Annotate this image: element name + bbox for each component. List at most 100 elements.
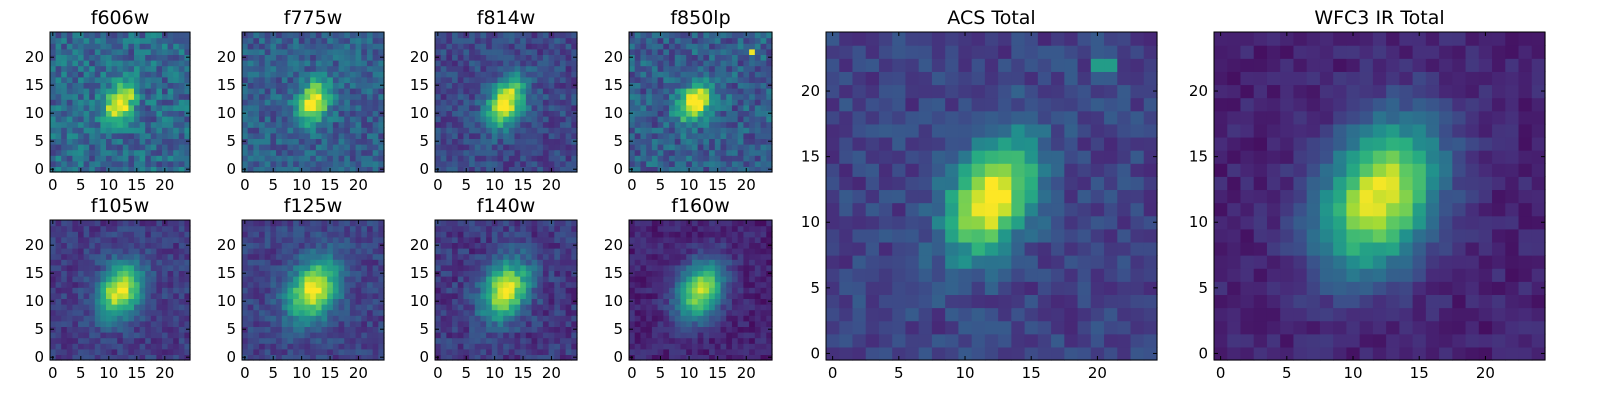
pixel bbox=[629, 287, 636, 294]
pixel bbox=[571, 348, 578, 355]
pixel bbox=[315, 326, 323, 333]
pixel bbox=[173, 88, 180, 95]
pixel bbox=[646, 292, 653, 299]
pixel bbox=[338, 144, 345, 151]
pixel bbox=[139, 99, 146, 106]
pixel bbox=[344, 259, 351, 266]
pixel bbox=[697, 326, 704, 333]
pixel bbox=[497, 76, 504, 83]
pixel bbox=[686, 71, 693, 78]
pixel bbox=[253, 160, 260, 167]
pixel bbox=[355, 298, 362, 305]
pixel bbox=[270, 259, 277, 266]
pixel bbox=[276, 160, 283, 167]
pixel bbox=[173, 149, 180, 156]
pixel bbox=[646, 76, 653, 83]
pixel bbox=[89, 54, 96, 61]
pixel bbox=[321, 37, 328, 44]
pixel bbox=[571, 281, 578, 288]
pixel bbox=[491, 315, 499, 322]
pixel bbox=[83, 225, 90, 232]
pixel bbox=[61, 144, 68, 151]
pixel bbox=[669, 127, 676, 134]
pixel bbox=[242, 236, 249, 243]
pixel bbox=[646, 138, 653, 145]
pixel bbox=[754, 292, 762, 299]
pixel bbox=[571, 116, 578, 123]
pixel bbox=[463, 54, 470, 61]
pixel bbox=[457, 93, 464, 100]
pixel bbox=[480, 37, 487, 44]
pixel bbox=[372, 138, 379, 145]
pixel bbox=[162, 270, 169, 277]
pixel bbox=[156, 93, 163, 100]
pixel bbox=[497, 144, 504, 151]
pixel bbox=[691, 149, 699, 156]
pixel bbox=[162, 99, 169, 106]
pixel bbox=[640, 304, 647, 311]
pixel bbox=[338, 82, 345, 89]
pixel bbox=[435, 343, 442, 350]
pixel bbox=[321, 127, 328, 134]
pixel bbox=[378, 65, 385, 72]
pixel bbox=[463, 65, 470, 72]
pixel bbox=[178, 138, 185, 145]
pixel bbox=[281, 281, 289, 288]
pixel bbox=[503, 71, 510, 78]
pixel bbox=[66, 348, 73, 355]
pixel bbox=[281, 71, 289, 78]
pixel bbox=[111, 166, 118, 173]
y-tick-label: 5 bbox=[419, 320, 429, 338]
pixel bbox=[571, 236, 578, 243]
pixel bbox=[491, 264, 499, 271]
pixel bbox=[253, 110, 260, 117]
pixel bbox=[106, 65, 113, 72]
pixel bbox=[111, 248, 118, 255]
pixel bbox=[338, 343, 345, 350]
pixel bbox=[276, 253, 283, 260]
pixel bbox=[691, 32, 699, 39]
pixel bbox=[452, 48, 459, 55]
pixel bbox=[134, 315, 141, 322]
pixel bbox=[680, 320, 687, 327]
pixel bbox=[83, 76, 90, 83]
pixel bbox=[703, 315, 710, 322]
pixel bbox=[634, 348, 642, 355]
pixel bbox=[55, 343, 62, 350]
pixel bbox=[78, 304, 85, 311]
pixel bbox=[686, 93, 693, 100]
pixel bbox=[287, 231, 294, 238]
pixel bbox=[463, 242, 470, 249]
pixel bbox=[184, 65, 191, 72]
pixel bbox=[270, 76, 277, 83]
pixel bbox=[663, 127, 670, 134]
pixel bbox=[247, 32, 254, 39]
pixel bbox=[480, 138, 487, 145]
pixel bbox=[355, 242, 362, 249]
pixel bbox=[669, 43, 676, 50]
pixel bbox=[327, 276, 334, 283]
pixel bbox=[571, 76, 578, 83]
pixel bbox=[474, 132, 482, 139]
pixel bbox=[537, 231, 544, 238]
pixel bbox=[276, 315, 283, 322]
x-tick-label: 20 bbox=[542, 364, 561, 382]
pixel bbox=[310, 166, 317, 173]
pixel bbox=[298, 149, 306, 156]
pixel bbox=[89, 270, 96, 277]
pixel bbox=[117, 127, 124, 134]
pixel bbox=[298, 48, 306, 55]
pixel bbox=[554, 54, 561, 61]
pixel bbox=[150, 337, 157, 344]
pixel bbox=[66, 93, 73, 100]
pixel bbox=[651, 354, 659, 361]
pixel bbox=[474, 82, 482, 89]
pixel bbox=[571, 32, 578, 39]
pixel bbox=[537, 354, 544, 361]
pixel bbox=[355, 138, 362, 145]
pixel bbox=[162, 242, 169, 249]
pixel bbox=[457, 309, 464, 316]
pixel bbox=[298, 116, 306, 123]
pixel bbox=[139, 354, 146, 361]
pixel bbox=[531, 354, 538, 361]
